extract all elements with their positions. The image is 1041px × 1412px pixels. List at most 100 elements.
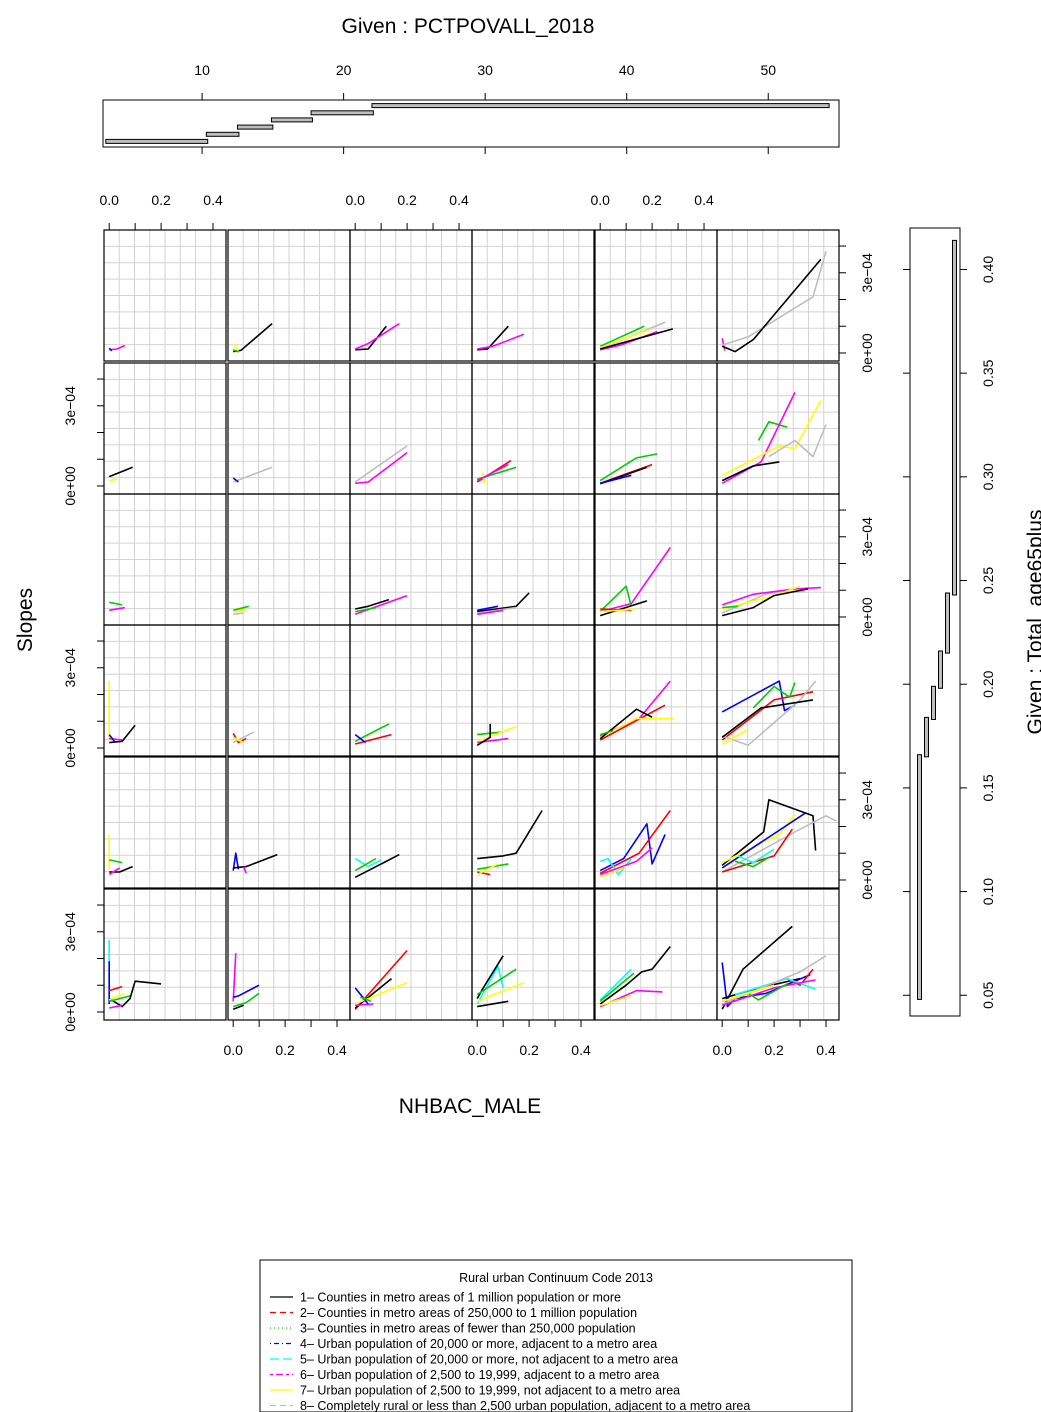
legend-item-8: 8– Completely rural or less than 2,500 u… [270,1399,750,1412]
series-line-code-3 [109,859,123,864]
panel-frame [471,756,595,889]
panel-frame [103,756,227,889]
x-axis-title: NHBAC_MALE [399,1095,541,1118]
x-tick-label: 0.2 [275,1042,295,1058]
panel-grid [349,756,473,889]
series-line-code-1 [721,461,780,482]
series-line-code-8 [721,814,837,873]
series-line-code-1 [355,598,390,610]
legend-item-6: 6– Urban population of 2,500 to 19,999, … [270,1368,659,1382]
series-line-code-7 [721,984,775,1003]
series-line-code-5 [737,848,775,864]
right-tick-label: 0.10 [980,878,996,905]
series-line-code-6 [108,867,121,876]
panel-r0-c4 [594,229,718,362]
y-tick-label: 3e−04 [62,912,78,952]
given-interval-bar [917,754,922,1000]
y-tick-label: 0e+00 [62,992,78,1032]
coplot-panels [103,229,840,1021]
series-line-code-7 [476,863,499,876]
series-line-code-4 [354,733,367,744]
series-line-code-8 [721,680,817,747]
series-line-code-1 [477,810,543,860]
series-line-code-7 [721,400,822,477]
panel-frame [471,624,595,757]
panel-r0-c3 [471,229,595,362]
y-tick-label: 3e−04 [859,780,875,820]
series-line-code-4 [108,347,113,352]
y-tick-label: 0e+00 [859,597,875,637]
series-line-code-8 [232,466,273,483]
given-interval-bar [270,117,313,123]
legend-label: 6– Urban population of 2,500 to 19,999, … [300,1368,659,1382]
legend-label: 4– Urban population of 20,000 or more, a… [300,1337,657,1351]
series-line-code-6 [242,866,247,874]
panel-r5-c0 [103,888,227,1021]
series-line-code-2 [721,828,793,873]
x-tick-label: 0.0 [712,1042,732,1058]
legend-items: 1– Counties in metro areas of 1 million … [270,1291,750,1412]
series-line-code-6 [599,847,653,876]
right-tick-label: 0.35 [980,359,996,386]
series-line-code-6 [721,979,816,1007]
panel-r4-c2 [349,756,473,889]
panel-r3-c4 [594,624,718,757]
legend-label: 3– Counties in metro areas of fewer than… [300,1322,636,1336]
right-tick-label: 0.25 [980,567,996,594]
series-line-code-8 [233,612,244,616]
series-line-code-6 [109,344,126,351]
given-interval-bar [236,124,274,130]
panel-frame [716,624,840,757]
series-line-code-3 [232,992,260,1008]
legend-title: Rural urban Continuum Code 2013 [459,1271,653,1285]
series-line-code-3 [722,605,738,609]
panel-r5-c1 [227,888,351,1021]
series-line-code-7 [599,995,632,1007]
panel-r5-c4 [594,888,718,1021]
panel-r5-c2 [349,888,473,1021]
series-line-code-7 [721,728,749,745]
series-line-code-7 [600,608,637,613]
legend: Rural urban Continuum Code 2013 1– Count… [259,1259,853,1412]
series-line-code-5 [476,965,504,1005]
legend-label: 1– Counties in metro areas of 1 million … [300,1291,621,1305]
series-line-code-3 [355,606,377,613]
panel-r1-c3 [471,362,595,495]
top-tick-label: 20 [336,62,352,78]
top-tick-label: 30 [477,62,493,78]
panel-r4-c4 [594,756,718,889]
panel-r3-c1 [227,624,351,757]
panel-r2-c1 [227,493,351,626]
top-given-panel [102,99,840,148]
given-interval-bar [205,131,240,137]
top-given-intervals [105,103,830,144]
series-line-code-4 [232,852,240,871]
panel-r1-c4 [594,362,718,495]
right-tick-label: 0.30 [980,463,996,490]
right-tick-label: 0.05 [980,981,996,1008]
panel-r3-c0 [103,624,227,757]
series-line-code-1 [722,588,809,617]
right-tick-label: 0.15 [980,774,996,801]
series-line-code-8 [354,445,408,483]
panel-r0-c5 [716,229,840,362]
series-line-code-6 [232,953,237,1002]
series-line-code-6 [109,606,125,612]
series-line-code-6 [109,737,123,741]
series-line-code-7 [721,814,796,864]
panel-r1-c0 [103,362,227,495]
series-line-code-2 [721,691,814,741]
series-line-code-3 [360,996,372,1003]
series-line-code-4 [599,822,666,872]
series-line-code-6 [476,463,509,482]
panel-r1-c5 [716,362,840,495]
series-line-code-4 [477,605,499,612]
series-line-code-4 [354,987,369,1005]
given-interval-bar [924,716,929,758]
series-line-code-4 [232,477,239,483]
legend-item-2: 2– Counties in metro areas of 250,000 to… [270,1306,637,1320]
given-interval-bar [105,138,209,144]
series-line-code-1 [109,724,136,744]
series-line-code-1 [477,1000,509,1008]
series-line-code-3 [599,453,658,482]
